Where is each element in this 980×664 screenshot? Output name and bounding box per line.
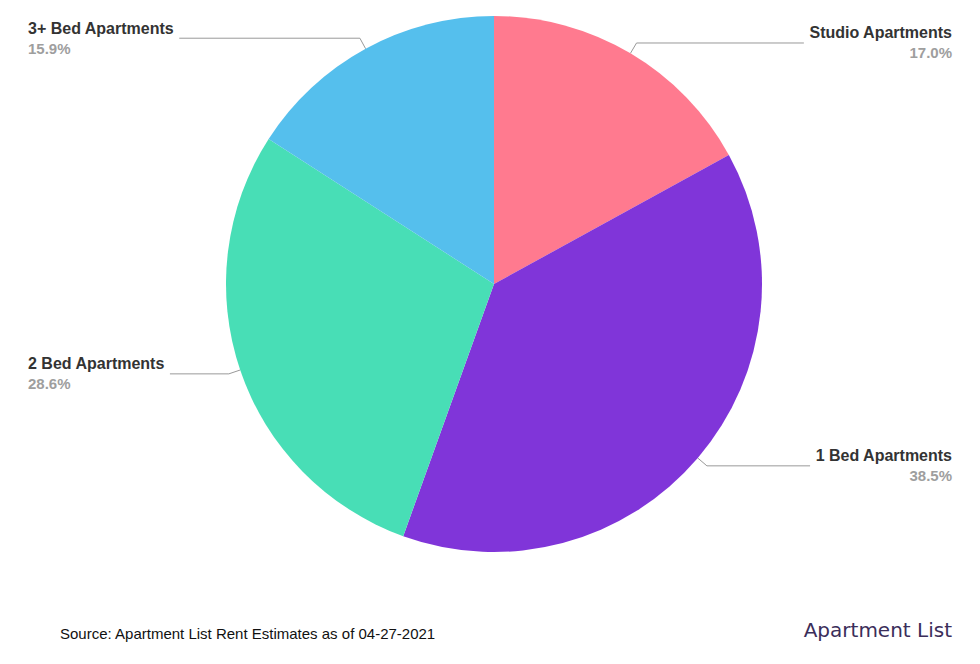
svg-text:2 Bed Apartments: 2 Bed Apartments xyxy=(28,355,164,372)
svg-text:28.6%: 28.6% xyxy=(28,375,71,392)
svg-text:Studio Apartments: Studio Apartments xyxy=(809,24,952,41)
svg-text:Source: Apartment List Rent Es: Source: Apartment List Rent Estimates as… xyxy=(60,625,435,642)
svg-text:38.5%: 38.5% xyxy=(909,467,952,484)
svg-text:3+ Bed Apartments: 3+ Bed Apartments xyxy=(28,20,174,37)
svg-text:1 Bed Apartments: 1 Bed Apartments xyxy=(816,447,952,464)
svg-text:17.0%: 17.0% xyxy=(909,44,952,61)
svg-text:Apartment List: Apartment List xyxy=(804,618,952,642)
svg-text:15.9%: 15.9% xyxy=(28,40,71,57)
